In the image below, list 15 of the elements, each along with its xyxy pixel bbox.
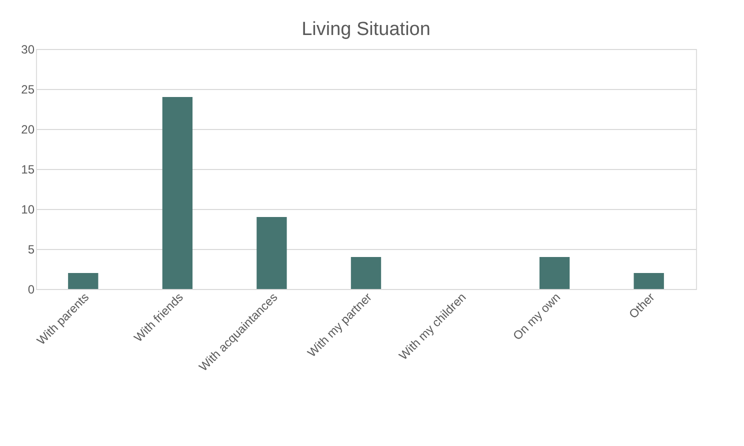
y-tick-label: 25 <box>21 82 35 96</box>
y-tick-label: 20 <box>21 122 35 136</box>
bar <box>162 97 193 289</box>
y-tick-label: 30 <box>21 42 35 56</box>
y-tick-label: 10 <box>21 202 35 216</box>
x-tick-label: On my own <box>510 290 564 343</box>
y-tick-label: 15 <box>21 162 35 176</box>
bar <box>350 257 382 289</box>
bar <box>539 257 570 289</box>
bar <box>634 273 664 289</box>
bar <box>68 273 98 289</box>
y-tick-label: 5 <box>28 242 35 256</box>
bar <box>256 217 287 289</box>
chart-title: Living Situation <box>302 19 430 40</box>
y-tick-label: 0 <box>28 282 35 296</box>
